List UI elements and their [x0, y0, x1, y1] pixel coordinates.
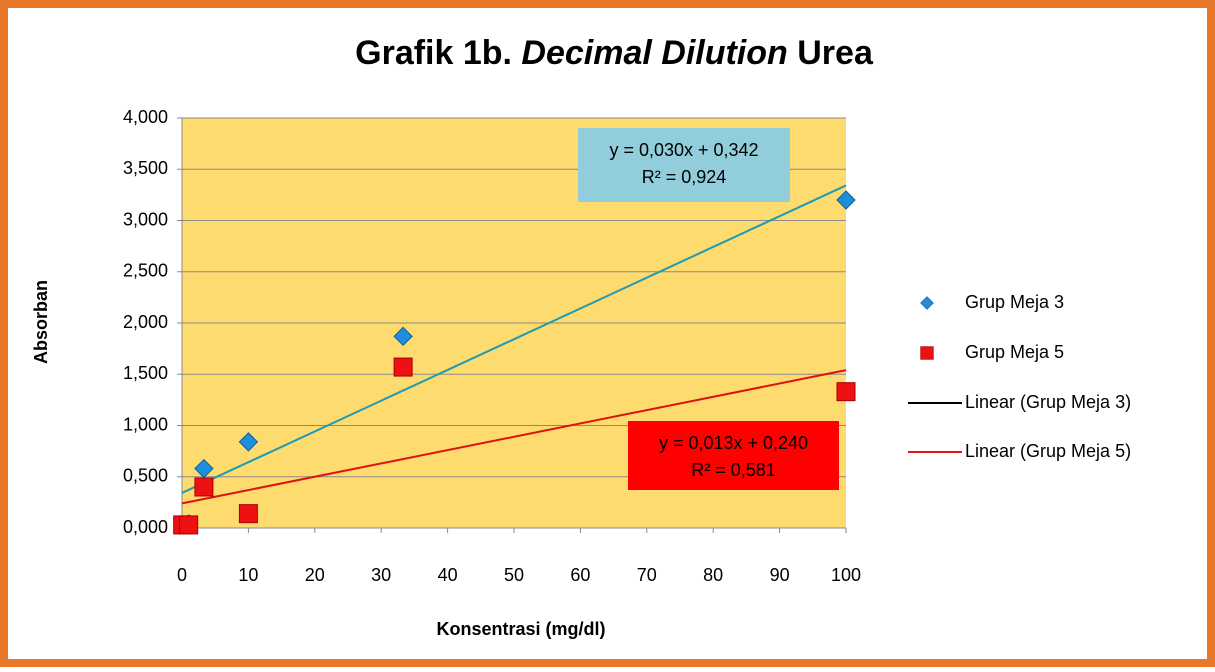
- y-tick-label: 2,500: [123, 261, 168, 281]
- y-tick-label: 0,000: [123, 517, 168, 537]
- title-part: Urea: [788, 34, 874, 72]
- x-tick-label: 0: [177, 565, 187, 585]
- x-tick-label: 90: [770, 565, 790, 585]
- x-tick-label: 80: [703, 565, 723, 585]
- x-tick-label: 50: [504, 565, 524, 585]
- data-point: [393, 357, 413, 377]
- y-tick-label: 2,000: [123, 312, 168, 332]
- title-part: Decimal Dilution: [521, 34, 787, 72]
- title-part: Grafik 1b.: [355, 34, 521, 72]
- trendline: [181, 369, 847, 505]
- legend-label: Linear (Grup Meja 5): [965, 441, 1131, 461]
- data-point: [836, 190, 856, 210]
- data-point: [194, 477, 214, 497]
- legend-marker: [920, 346, 934, 360]
- x-tick-label: 60: [570, 565, 590, 585]
- trend-equation: y = 0,013x + 0,240: [659, 433, 808, 453]
- x-tick-label: 40: [438, 565, 458, 585]
- y-axis-label: Absorban: [31, 280, 51, 364]
- legend-marker: [920, 296, 934, 310]
- x-axis-label: Konsentrasi (mg/dl): [436, 619, 605, 639]
- y-tick-label: 4,000: [123, 107, 168, 127]
- legend-label: Grup Meja 3: [965, 292, 1064, 312]
- trend-r2: R² = 0,924: [642, 167, 727, 187]
- x-tick-label: 70: [637, 565, 657, 585]
- data-point: [238, 432, 259, 452]
- y-tick-label: 3,500: [123, 158, 168, 178]
- legend-label: Grup Meja 5: [965, 342, 1064, 362]
- y-tick-label: 1,000: [123, 414, 168, 434]
- data-point: [238, 504, 258, 524]
- x-tick-label: 10: [238, 565, 258, 585]
- chart-title: Grafik 1b. Decimal Dilution Urea: [355, 34, 874, 72]
- trend-equation: y = 0,030x + 0,342: [609, 140, 758, 160]
- legend-label: Linear (Grup Meja 3): [965, 392, 1131, 412]
- equation-box: [628, 421, 839, 490]
- data-point: [179, 515, 199, 535]
- y-tick-label: 1,500: [123, 363, 168, 383]
- data-point: [836, 382, 856, 402]
- x-tick-label: 100: [831, 565, 861, 585]
- y-tick-label: 0,500: [123, 466, 168, 486]
- trend-r2: R² = 0,581: [691, 460, 776, 480]
- equation-box: [578, 128, 790, 202]
- x-tick-label: 20: [305, 565, 325, 585]
- trendline: [181, 184, 847, 494]
- x-tick-label: 30: [371, 565, 391, 585]
- data-point: [393, 326, 413, 347]
- y-tick-label: 3,000: [123, 209, 168, 229]
